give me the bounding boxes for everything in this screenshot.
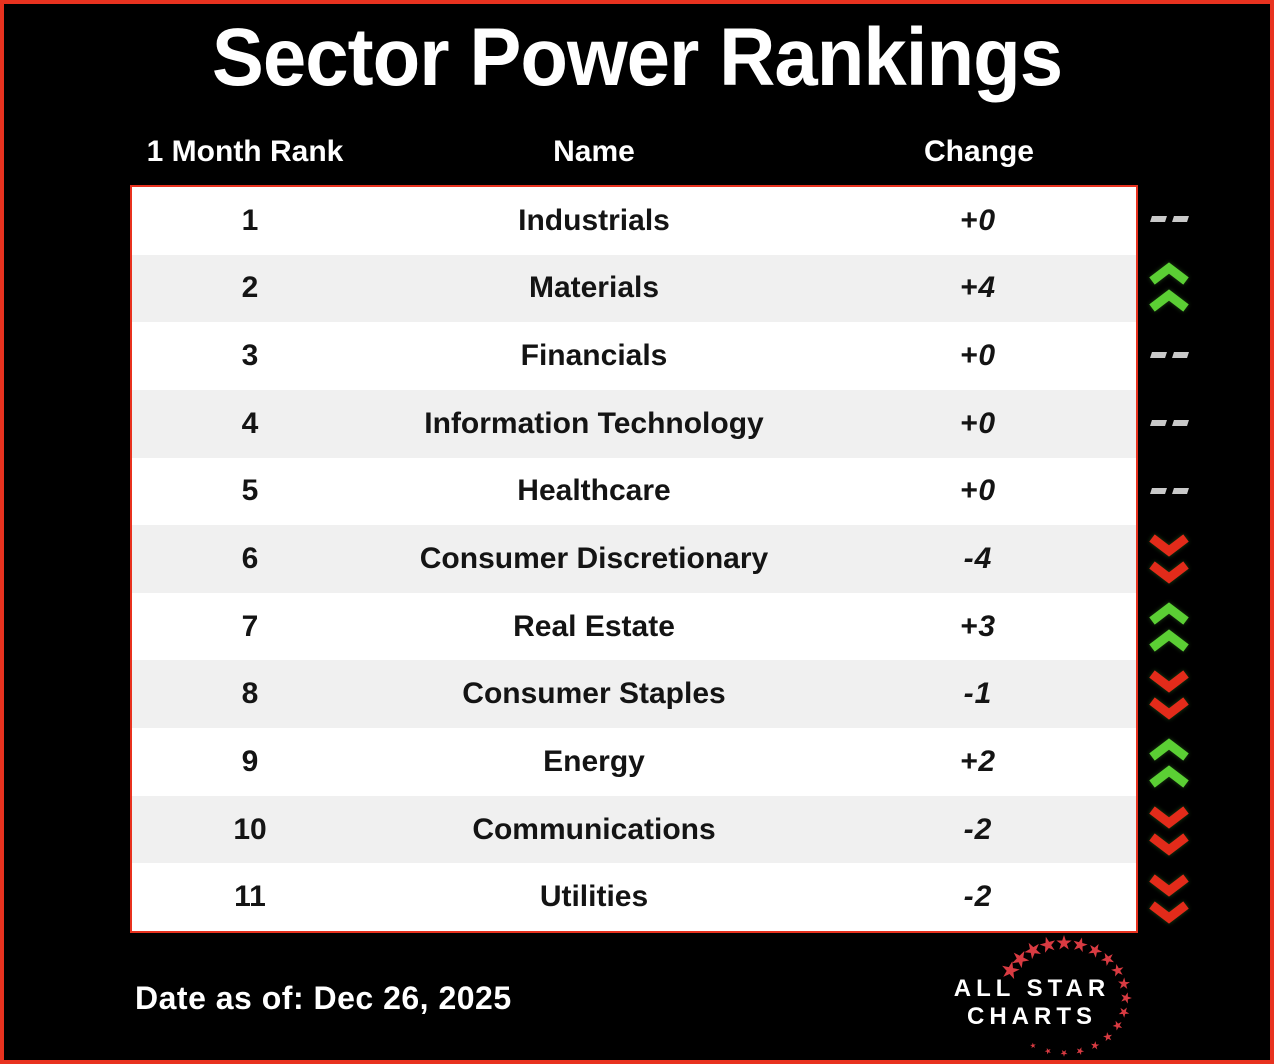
sector-name: Consumer Discretionary [419,542,769,576]
rankings-table: 1 Industrials +0 2 Materials +4 3 Financ… [130,185,1138,933]
change-indicator-column [1144,185,1194,933]
table-row: 3 Financials +0 [132,322,1136,390]
rank-value: 3 [241,339,259,373]
table-column-headers: 1 Month Rank Name Change [4,130,1270,174]
change-value: +3 [959,609,997,643]
sector-name: Financials [520,339,668,373]
rank-value: 8 [241,677,259,711]
sector-name: Consumer Staples [462,677,726,711]
table-row: 11 Utilities -2 [132,863,1136,931]
change-value: +4 [959,271,997,305]
change-value: -2 [963,812,993,846]
change-value: +0 [959,406,997,440]
table-row: 7 Real Estate +3 [132,593,1136,661]
change-indicator-up-icon [1144,729,1194,797]
column-header-rank: 1 Month Rank [146,135,344,168]
change-value: -2 [963,880,993,914]
change-indicator-up-icon [1144,593,1194,661]
change-indicator-down-icon [1144,525,1194,593]
sector-name: Real Estate [513,609,675,643]
change-value: -4 [963,542,993,576]
change-indicator-flat-icon [1144,457,1194,525]
change-value: +0 [959,203,997,237]
column-header-name: Name [553,135,635,168]
table-row: 2 Materials +4 [132,254,1136,323]
change-indicator-flat-icon [1144,321,1194,389]
sector-name: Utilities [539,880,649,914]
rank-value: 10 [233,812,267,846]
change-value: -1 [963,677,993,711]
sector-name: Communications [472,812,716,846]
date-as-of-label: Date as of: Dec 26, 2025 [135,980,512,1016]
table-row: 6 Consumer Discretionary -4 [132,525,1136,593]
change-indicator-down-icon [1144,865,1194,933]
change-indicator-flat-icon [1144,185,1194,253]
logo-text-line2: CHARTS [967,1003,1097,1030]
change-indicator-down-icon [1144,661,1194,729]
rank-value: 11 [234,880,266,914]
rank-value: 9 [241,744,259,778]
rank-value: 7 [241,609,259,643]
change-indicator-down-icon [1144,797,1194,865]
change-indicator-up-icon [1144,253,1194,321]
rank-value: 2 [241,271,259,305]
table-row: 9 Energy +2 [132,728,1136,796]
table-row: 10 Communications -2 [132,795,1136,864]
all-star-charts-logo: ALL STAR CHARTS [954,934,1132,1057]
change-value: +2 [959,744,997,778]
sector-name: Industrials [518,203,670,237]
table-row: 8 Consumer Staples -1 [132,660,1136,729]
table-row: 5 Healthcare +0 [132,458,1136,526]
table-row: 4 Information Technology +0 [132,389,1136,458]
column-header-change: Change [923,135,1034,168]
table-row: 1 Industrials +0 [132,187,1136,255]
rank-value: 5 [241,474,259,508]
rank-value: 1 [241,203,259,237]
rank-value: 4 [241,406,259,440]
change-value: +0 [959,339,997,373]
rank-value: 6 [241,542,259,576]
sector-name: Information Technology [424,406,764,440]
change-indicator-flat-icon [1144,389,1194,457]
sector-name: Materials [528,271,660,305]
logo-text-line1: ALL STAR [954,975,1110,1002]
change-value: +0 [959,474,997,508]
sector-name: Healthcare [517,474,671,508]
sector-name: Energy [543,744,645,778]
page-title: Sector Power Rankings [211,12,1063,103]
